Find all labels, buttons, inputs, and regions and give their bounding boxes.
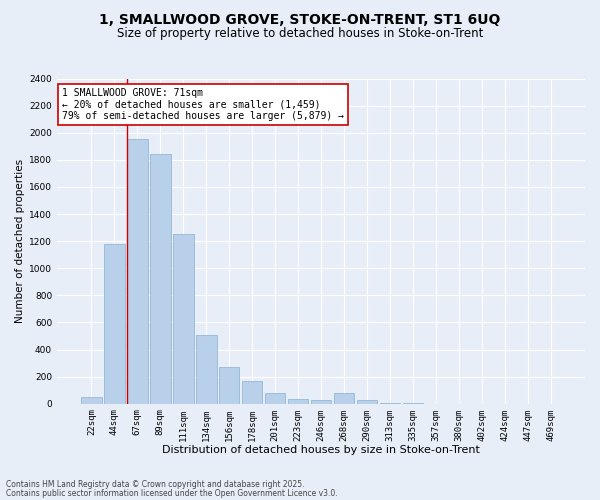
Text: Contains HM Land Registry data © Crown copyright and database right 2025.: Contains HM Land Registry data © Crown c… xyxy=(6,480,305,489)
Bar xyxy=(311,400,331,404)
X-axis label: Distribution of detached houses by size in Stoke-on-Trent: Distribution of detached houses by size … xyxy=(162,445,480,455)
Bar xyxy=(150,154,170,404)
Y-axis label: Number of detached properties: Number of detached properties xyxy=(15,159,25,323)
Text: 1 SMALLWOOD GROVE: 71sqm
← 20% of detached houses are smaller (1,459)
79% of sem: 1 SMALLWOOD GROVE: 71sqm ← 20% of detach… xyxy=(62,88,344,122)
Text: 1, SMALLWOOD GROVE, STOKE-ON-TRENT, ST1 6UQ: 1, SMALLWOOD GROVE, STOKE-ON-TRENT, ST1 … xyxy=(100,12,500,26)
Bar xyxy=(81,397,101,404)
Bar xyxy=(380,403,400,404)
Bar xyxy=(288,399,308,404)
Bar xyxy=(173,234,194,404)
Bar xyxy=(334,393,355,404)
Bar xyxy=(242,382,262,404)
Bar xyxy=(196,334,217,404)
Text: Contains public sector information licensed under the Open Government Licence v3: Contains public sector information licen… xyxy=(6,488,338,498)
Bar xyxy=(356,400,377,404)
Bar xyxy=(219,367,239,404)
Bar xyxy=(265,393,286,404)
Bar xyxy=(104,244,125,404)
Text: Size of property relative to detached houses in Stoke-on-Trent: Size of property relative to detached ho… xyxy=(117,28,483,40)
Bar xyxy=(127,140,148,404)
